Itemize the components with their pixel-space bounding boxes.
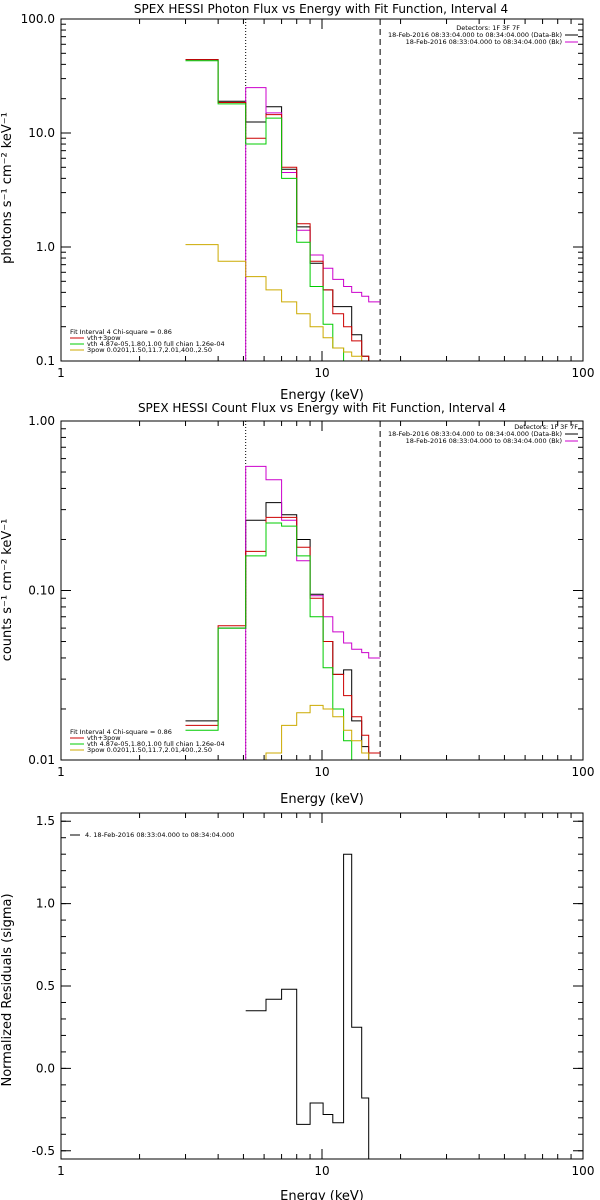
panel-2-ylabel: counts s⁻¹ cm⁻² keV⁻¹ bbox=[0, 519, 15, 662]
panel-1-legend-entry-bk: 18-Feb-2016 08:33:04.000 to 08:34:04.000… bbox=[406, 38, 562, 46]
series-1-histogram bbox=[185, 87, 381, 362]
y-tick-label: 1.00 bbox=[28, 414, 55, 428]
panel-1-xlabel: Energy (keV) bbox=[280, 388, 364, 403]
panel-1-legend-header: Detectors: 1F 3F 7F bbox=[456, 24, 520, 32]
panel-residuals: Normalized Residuals (sigma) Energy (keV… bbox=[0, 812, 595, 1200]
panel-2-series bbox=[185, 465, 389, 761]
panel-3-xlabel: Energy (keV) bbox=[280, 1189, 364, 1200]
panel-3-legend: 4. 18-Feb-2016 08:33:04.000 to 08:34:04.… bbox=[70, 831, 234, 839]
series-1-histogram bbox=[185, 465, 381, 761]
panel-2-fit-entry-total: vth+3pow bbox=[87, 734, 121, 742]
panel-1-ticks: 1 10 100 0.1 1.0 10.0 100.0 bbox=[21, 12, 595, 380]
panel-1-legend-entry-data: 18-Feb-2016 08:33:04.000 to 08:34:04.000… bbox=[388, 31, 562, 39]
x-tick-label: 100 bbox=[572, 366, 595, 380]
panel-2-fit-entry-3pow: 3pow 0.0201,1.50,11.7,2.01,400.,2.50 bbox=[87, 746, 212, 754]
panel-2-xlabel: Energy (keV) bbox=[280, 792, 364, 807]
x-tick-label: 1 bbox=[57, 366, 65, 380]
panel-1-frame bbox=[60, 18, 584, 362]
panel-2-frame bbox=[60, 420, 584, 761]
panel-3-legend-entry: 4. 18-Feb-2016 08:33:04.000 to 08:34:04.… bbox=[85, 831, 234, 839]
series-2-histogram bbox=[185, 516, 381, 754]
y-tick-label: 10.0 bbox=[28, 126, 55, 140]
y-tick-label: 0.1 bbox=[36, 354, 55, 368]
y-tick-label: 0.0 bbox=[36, 1061, 55, 1075]
panel-1-fit-entry-3pow: 3pow 0.0201,1.50,11.7,2.01,400.,2.50 bbox=[87, 346, 212, 354]
series-0-histogram bbox=[185, 59, 381, 362]
panel-count-flux: SPEX HESSI Count Flux vs Energy with Fit… bbox=[0, 401, 594, 807]
panel-2-legend-entry-data: 18-Feb-2016 08:33:04.000 to 08:34:04.000… bbox=[388, 430, 562, 438]
y-tick-label: 0.01 bbox=[28, 753, 55, 767]
panel-1-series bbox=[185, 59, 389, 362]
x-tick-label: 100 bbox=[572, 1164, 595, 1178]
panel-1-legend-left: Fit Interval 4 Chi-square = 0.86 vth+3po… bbox=[70, 328, 225, 354]
x-tick-label: 10 bbox=[314, 366, 329, 380]
y-tick-label: 0.10 bbox=[28, 584, 55, 598]
panel-2-title: SPEX HESSI Count Flux vs Energy with Fit… bbox=[138, 401, 506, 415]
panel-1-fit-entry-vth: vth 4.87e-05,1.80,1.00 full chian 1.26e-… bbox=[87, 340, 225, 348]
series-3-histogram bbox=[185, 522, 381, 761]
y-tick-label: -0.5 bbox=[32, 1144, 55, 1158]
y-tick-label: 0.5 bbox=[36, 979, 55, 993]
panel-3-frame bbox=[60, 812, 584, 1160]
panel-1-reference-lines bbox=[245, 19, 381, 361]
panel-1-title: SPEX HESSI Photon Flux vs Energy with Fi… bbox=[134, 2, 508, 16]
panel-1-fit-header: Fit Interval 4 Chi-square = 0.86 bbox=[70, 328, 172, 336]
y-tick-label: 1.0 bbox=[36, 240, 55, 254]
series-3-histogram bbox=[185, 60, 381, 362]
panel-3-ylabel: Normalized Residuals (sigma) bbox=[0, 893, 15, 1086]
panel-2-legend-left: Fit Interval 4 Chi-square = 0.86 vth+3po… bbox=[70, 728, 225, 754]
series-2-histogram bbox=[185, 59, 381, 362]
panel-2-fit-header: Fit Interval 4 Chi-square = 0.86 bbox=[70, 728, 172, 736]
series-4-histogram bbox=[245, 704, 389, 761]
y-tick-label: 1.5 bbox=[36, 814, 55, 828]
panel-2-ticks: 1 10 100 0.01 0.10 1.00 bbox=[28, 414, 594, 779]
panel-1-ylabel: photons s⁻¹ cm⁻² keV⁻¹ bbox=[0, 112, 15, 264]
x-tick-label: 1 bbox=[57, 765, 65, 779]
x-tick-label: 10 bbox=[314, 765, 329, 779]
x-tick-label: 100 bbox=[572, 765, 595, 779]
series-0-histogram bbox=[245, 853, 381, 1160]
panel-3-series bbox=[245, 853, 381, 1160]
x-tick-label: 10 bbox=[314, 1164, 329, 1178]
panel-3-ticks: 1 10 100 -0.5 0.0 0.5 1.0 1.5 bbox=[32, 813, 595, 1178]
y-tick-label: 100.0 bbox=[21, 12, 55, 26]
panel-2-legend-right: Detectors: 1F 3F 7F 18-Feb-2016 08:33:04… bbox=[388, 423, 578, 445]
series-4-histogram bbox=[185, 244, 389, 362]
panel-2-legend-entry-bk: 18-Feb-2016 08:33:04.000 to 08:34:04.000… bbox=[406, 437, 562, 445]
panel-photon-flux: SPEX HESSI Photon Flux vs Energy with Fi… bbox=[0, 2, 594, 403]
panel-1-fit-entry-total: vth+3pow bbox=[87, 334, 121, 342]
series-0-histogram bbox=[185, 502, 381, 761]
panel-2-legend-header: Detectors: 1F 3F 7F bbox=[514, 423, 578, 431]
y-tick-label: 1.0 bbox=[36, 897, 55, 911]
x-tick-label: 1 bbox=[57, 1164, 65, 1178]
panel-1-legend-right: Detectors: 1F 3F 7F 18-Feb-2016 08:33:04… bbox=[388, 24, 578, 46]
panel-2-fit-entry-vth: vth 4.87e-05,1.80,1.00 full chian 1.26e-… bbox=[87, 740, 225, 748]
